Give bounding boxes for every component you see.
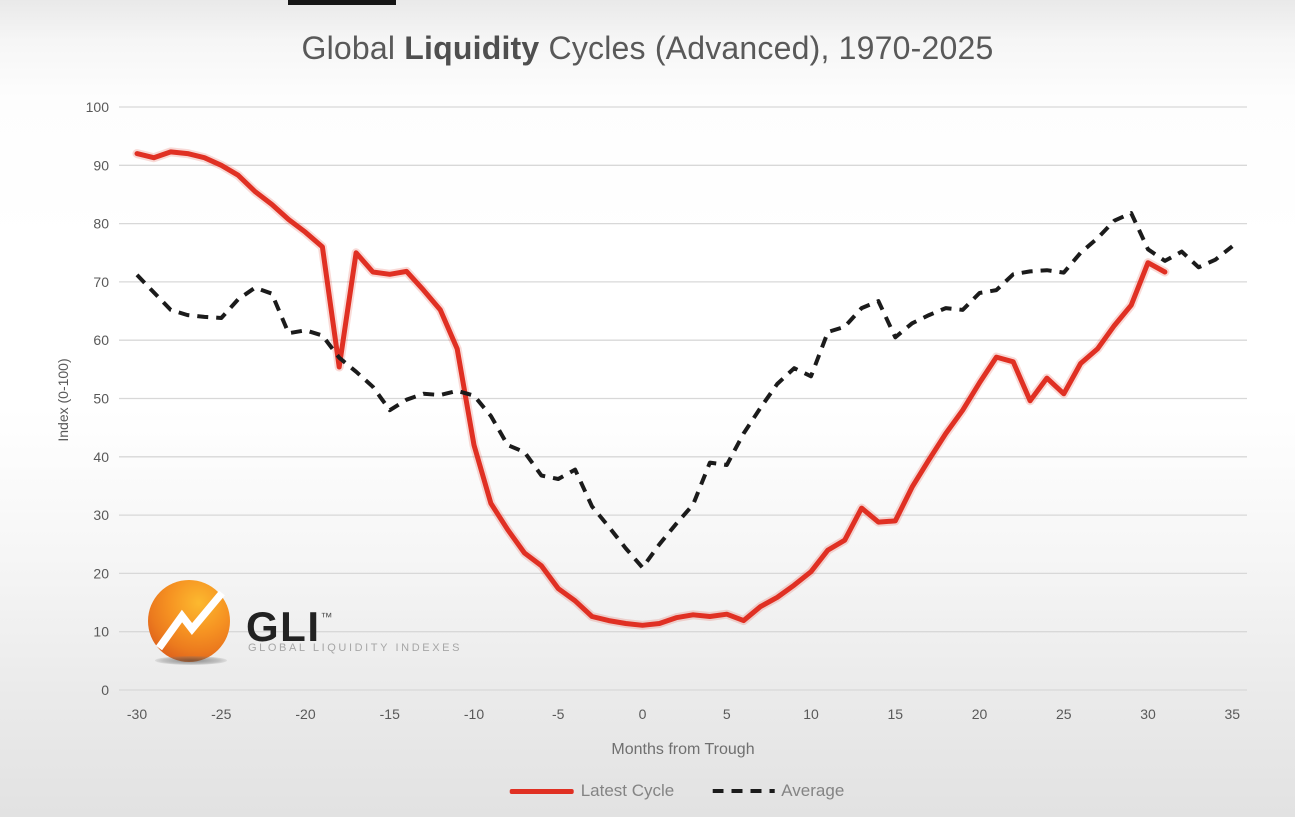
y-tick-label-20: 20 <box>93 565 109 581</box>
x-tick-label-35: 35 <box>1224 706 1240 722</box>
y-tick-label-40: 40 <box>93 449 109 465</box>
y-axis-title: Index (0-100) <box>55 358 71 442</box>
series-line-latest-cycle <box>134 149 1168 628</box>
y-tick-label-50: 50 <box>93 391 109 407</box>
x-tick-label-25: 25 <box>1056 706 1072 722</box>
x-axis-title: Months from Trough <box>611 741 755 758</box>
chart-title: Global Liquidity Cycles (Advanced), 1970… <box>0 30 1295 67</box>
logo-text: GLI <box>246 603 321 650</box>
chart-title-suffix: Cycles (Advanced), 1970-2025 <box>539 30 994 66</box>
video-crop-bar <box>288 0 396 5</box>
y-tick-label-100: 100 <box>86 99 110 115</box>
chart-legend: Latest Cycle Average <box>509 781 844 801</box>
chart-title-bold: Liquidity <box>404 30 540 66</box>
y-tick-label-70: 70 <box>93 274 109 290</box>
logo-tagline: GLOBAL LIQUIDITY INDEXES <box>248 642 463 654</box>
legend-label-average: Average <box>781 781 845 800</box>
latest-cycle-line-swatch <box>509 788 574 794</box>
x-tick-label--25: -25 <box>211 706 231 722</box>
y-tick-label-0: 0 <box>101 682 109 698</box>
y-tick-label-10: 10 <box>93 624 109 640</box>
legend-item-average: Average <box>712 781 844 801</box>
x-tick-label-10: 10 <box>803 706 819 722</box>
logo-wordmark: GLI™ <box>246 596 333 648</box>
y-tick-label-80: 80 <box>93 216 109 232</box>
legend-label-latest-cycle: Latest Cycle <box>580 781 675 800</box>
x-tick-label--20: -20 <box>295 706 315 722</box>
average-line-swatch <box>712 789 775 793</box>
chart-title-prefix: Global <box>301 30 405 66</box>
x-tick-label--5: -5 <box>552 706 565 722</box>
y-tick-label-30: 30 <box>93 507 109 523</box>
series-line-average <box>135 211 1234 570</box>
trademark-symbol: ™ <box>320 610 333 624</box>
x-tick-label-0: 0 <box>639 706 647 722</box>
x-tick-label-30: 30 <box>1140 706 1156 722</box>
x-tick-label--30: -30 <box>127 706 147 722</box>
x-tick-label-15: 15 <box>887 706 903 722</box>
y-tick-label-90: 90 <box>93 157 109 173</box>
x-tick-label-5: 5 <box>723 706 731 722</box>
x-tick-label--15: -15 <box>380 706 400 722</box>
x-tick-label-20: 20 <box>972 706 988 722</box>
gli-logo: GLI™ GLOBAL LIQUIDITY INDEXES <box>148 580 459 672</box>
y-tick-label-60: 60 <box>93 332 109 348</box>
ball-shadow <box>155 656 227 665</box>
legend-item-latest-cycle: Latest Cycle <box>509 781 675 801</box>
x-tick-label--10: -10 <box>464 706 484 722</box>
zigzag-trend-icon <box>155 590 225 651</box>
